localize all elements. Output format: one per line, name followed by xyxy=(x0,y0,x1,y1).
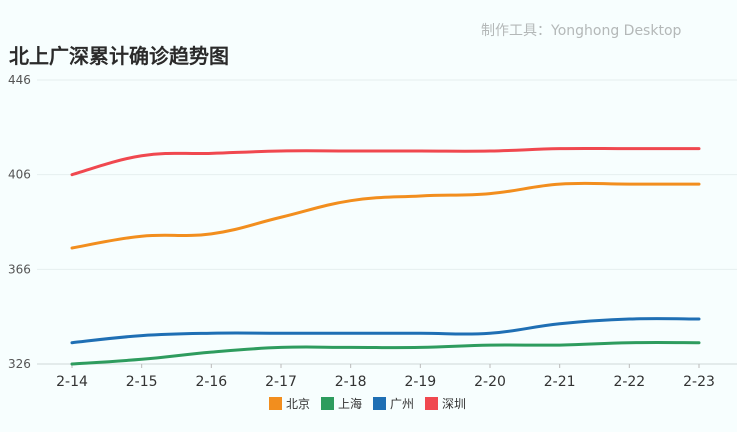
legend-label: 北京 xyxy=(286,397,310,411)
x-tick-label: 2-16 xyxy=(195,374,227,390)
x-tick-label: 2-21 xyxy=(544,374,576,390)
legend-swatch xyxy=(321,397,334,410)
x-tick-label: 2-14 xyxy=(56,374,88,390)
y-tick-label: 446 xyxy=(8,73,31,87)
x-tick-label: 2-18 xyxy=(335,374,367,390)
y-tick-label: 326 xyxy=(8,357,31,371)
series-line-4 xyxy=(70,146,701,177)
y-tick-label: 406 xyxy=(8,168,31,182)
x-tick-label: 2-22 xyxy=(613,374,645,390)
series-line-3 xyxy=(70,317,701,345)
chart-title: 北上广深累计确诊趋势图 xyxy=(9,44,229,68)
x-tick-label: 2-20 xyxy=(474,374,506,390)
legend-label: 深圳 xyxy=(442,397,466,411)
series-line-1 xyxy=(70,181,701,250)
x-tick-label: 2-15 xyxy=(126,374,158,390)
x-tick-label: 2-23 xyxy=(683,374,715,390)
legend-label: 广州 xyxy=(390,397,414,411)
watermark: 制作工具：Yonghong Desktop xyxy=(481,23,682,39)
series-line-2 xyxy=(70,340,701,366)
x-tick-label: 2-19 xyxy=(404,374,436,390)
x-tick-label: 2-17 xyxy=(265,374,297,390)
legend-swatch xyxy=(269,397,282,410)
legend-swatch xyxy=(425,397,438,410)
legend-label: 上海 xyxy=(338,396,362,411)
y-tick-label: 366 xyxy=(8,262,31,276)
legend-swatch xyxy=(373,397,386,410)
